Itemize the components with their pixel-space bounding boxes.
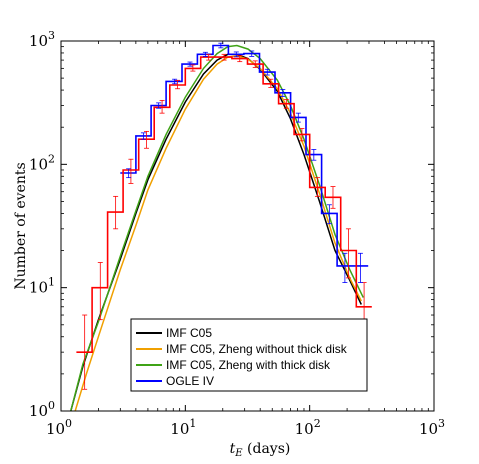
error-bar-9 bbox=[221, 53, 227, 61]
legend-label-2: IMF C05, Zheng with thick disk bbox=[166, 358, 331, 372]
error-bar-5 bbox=[159, 99, 165, 114]
error-bar-8 bbox=[206, 53, 212, 61]
legend-label-3: OGLE IV bbox=[166, 374, 214, 388]
error-bar-21 bbox=[156, 102, 162, 109]
error-bar-24 bbox=[202, 51, 208, 57]
legend-box bbox=[130, 318, 368, 392]
error-bar-34 bbox=[357, 252, 363, 283]
error-bar-11 bbox=[252, 60, 258, 68]
series-layer bbox=[70, 44, 372, 411]
error-bar-7 bbox=[190, 64, 196, 72]
error-bar-3 bbox=[128, 158, 134, 184]
error-bar-16 bbox=[330, 186, 336, 209]
error-bar-0 bbox=[82, 314, 88, 390]
x-tick-label-1: 101 bbox=[170, 417, 196, 438]
legend-items: IMF C05 IMF C05, Zheng without thick disk… bbox=[136, 326, 348, 388]
y-tick-label-2: 102 bbox=[29, 152, 55, 173]
y-tick-label-0: 100 bbox=[29, 399, 55, 420]
x-axis-title-unit: (days) bbox=[243, 441, 291, 457]
y-tick-label-1: 101 bbox=[29, 276, 55, 297]
error-bar-19 bbox=[126, 168, 132, 179]
x-tick-label-2: 102 bbox=[295, 417, 321, 438]
error-bar-30 bbox=[295, 112, 301, 123]
y-tick-label-3: 103 bbox=[29, 29, 55, 50]
error-bar-22 bbox=[172, 78, 178, 85]
error-bar-23 bbox=[187, 61, 193, 67]
error-bar-15 bbox=[314, 177, 320, 197]
error-bar-20 bbox=[140, 132, 146, 140]
x-axis-title-sub: E bbox=[234, 448, 243, 459]
y-axis-title: Number of events bbox=[13, 162, 29, 289]
plot-frame bbox=[60, 40, 435, 412]
error-bar-10 bbox=[237, 55, 243, 63]
legend-label-1: IMF C05, Zheng without thick disk bbox=[166, 342, 348, 356]
errorbar-layer bbox=[82, 42, 367, 390]
tick-layer: 100 101 102 103 100 101 102 103 bbox=[29, 29, 445, 438]
error-bar-27 bbox=[249, 50, 255, 57]
x-tick-label-0: 100 bbox=[46, 417, 72, 438]
error-bar-2 bbox=[113, 195, 119, 230]
error-bar-26 bbox=[233, 51, 239, 58]
error-bar-13 bbox=[283, 99, 289, 109]
error-bar-29 bbox=[280, 89, 286, 97]
error-bar-31 bbox=[311, 149, 317, 161]
legend: IMF C05 IMF C05, Zheng without thick disk… bbox=[130, 318, 368, 392]
error-bar-33 bbox=[342, 252, 348, 283]
error-bar-28 bbox=[264, 68, 270, 76]
error-bar-14 bbox=[299, 128, 305, 142]
x-axis-title: tE (days) bbox=[230, 441, 291, 459]
error-bar-32 bbox=[326, 204, 332, 225]
error-bar-17 bbox=[345, 228, 351, 279]
error-bar-6 bbox=[175, 79, 181, 90]
x-axis-title-main: t bbox=[230, 441, 236, 457]
error-bar-1 bbox=[97, 262, 103, 321]
error-bar-12 bbox=[268, 78, 274, 88]
error-bar-4 bbox=[143, 130, 149, 149]
series-3-path bbox=[120, 44, 369, 267]
x-tick-label-3: 103 bbox=[419, 417, 445, 438]
legend-label-0: IMF C05 bbox=[166, 326, 212, 340]
series-4-path bbox=[76, 56, 372, 353]
